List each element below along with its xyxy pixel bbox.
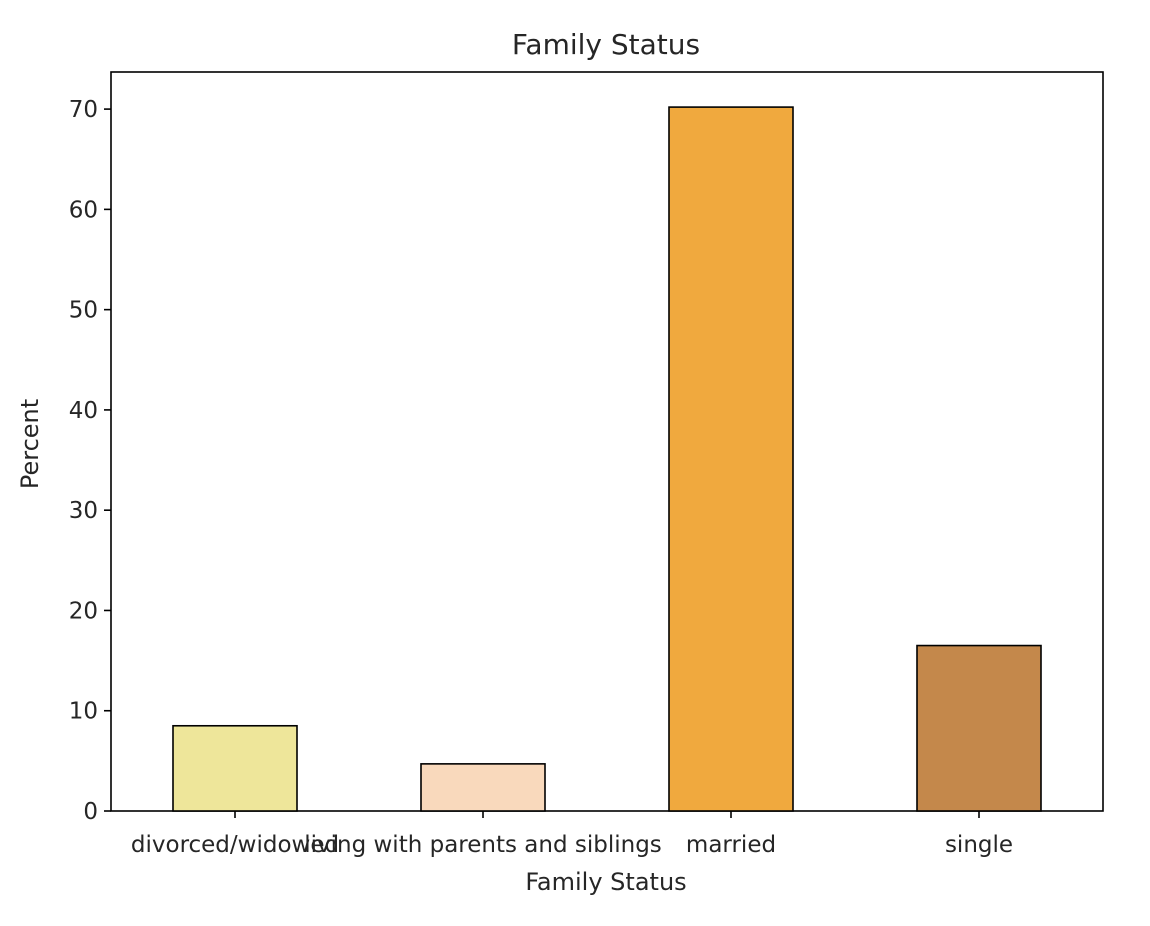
bar-divorced-widowed xyxy=(172,724,298,812)
x-axis-label: Family Status xyxy=(525,868,686,896)
bar-single xyxy=(916,644,1042,812)
y-tick-label: 0 xyxy=(83,799,98,825)
y-tick-label: 50 xyxy=(69,298,98,324)
y-axis: 0 10 20 30 40 50 60 70 xyxy=(69,97,111,825)
y-tick-label: 40 xyxy=(69,398,98,424)
plot-frame xyxy=(110,71,1104,812)
y-tick-label: 10 xyxy=(69,699,98,725)
bar-living-with-parents-and-siblings xyxy=(420,763,546,812)
y-tick-label: 20 xyxy=(69,598,98,624)
x-tick-label: divorced/widowed xyxy=(131,832,339,858)
y-tick-label: 70 xyxy=(69,97,98,123)
bar-married xyxy=(668,106,794,812)
y-axis-label: Percent xyxy=(16,399,44,489)
y-tick-label: 60 xyxy=(69,197,98,223)
x-tick-label: married xyxy=(686,832,776,858)
x-tick-label: living with parents and siblings xyxy=(304,832,662,858)
x-tick-label: single xyxy=(945,832,1013,858)
y-tick-label: 30 xyxy=(69,498,98,524)
chart-title: Family Status xyxy=(512,28,700,61)
bars-group xyxy=(172,106,1042,812)
